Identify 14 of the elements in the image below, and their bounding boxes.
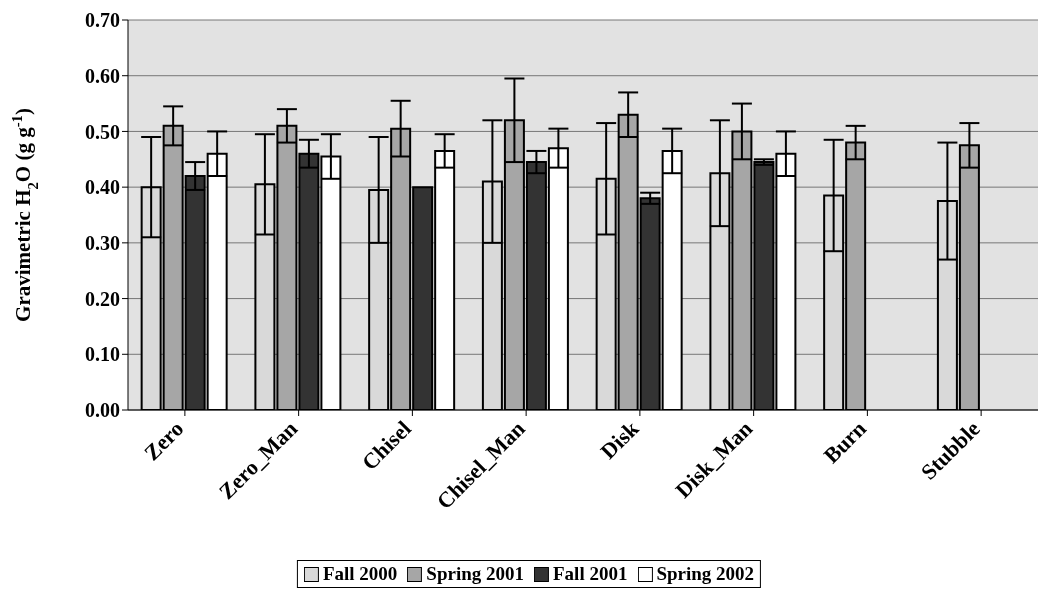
- y-tick-label: 0.70: [85, 9, 120, 32]
- y-tick-label: 0.30: [85, 231, 120, 254]
- y-tick-label: 0.00: [85, 399, 120, 422]
- y-tick-label: 0.20: [85, 287, 120, 310]
- x-tick-label: Disk: [595, 415, 644, 464]
- legend-label: Spring 2001: [426, 563, 524, 585]
- y-tick-label: 0.10: [85, 343, 120, 366]
- y-tick-label: 0.60: [85, 64, 120, 87]
- y-tick-label: 0.40: [85, 176, 120, 199]
- legend-label: Spring 2002: [656, 563, 755, 585]
- y-tick-label: 0.50: [85, 120, 120, 143]
- x-tick-label: Zero: [139, 415, 189, 466]
- legend-label: Fall 2000: [322, 563, 398, 585]
- legend-label: Fall 2001: [553, 563, 628, 585]
